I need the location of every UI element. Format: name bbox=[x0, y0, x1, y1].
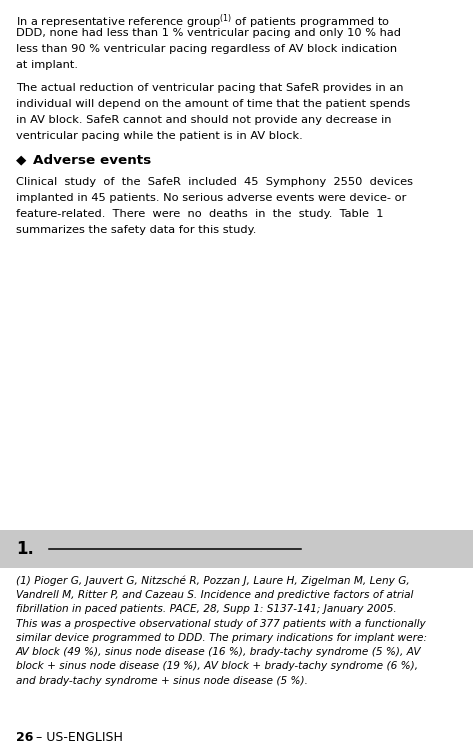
Text: less than 90 % ventricular pacing regardless of AV block indication: less than 90 % ventricular pacing regard… bbox=[16, 44, 397, 54]
Text: This was a prospective observational study of 377 patients with a functionally: This was a prospective observational stu… bbox=[16, 618, 426, 629]
Text: DDD, none had less than 1 % ventricular pacing and only 10 % had: DDD, none had less than 1 % ventricular … bbox=[16, 28, 401, 38]
Text: ventricular pacing while the patient is in AV block.: ventricular pacing while the patient is … bbox=[16, 130, 303, 141]
Text: feature-related.  There  were  no  deaths  in  the  study.  Table  1: feature-related. There were no deaths in… bbox=[16, 209, 384, 219]
Text: Adverse events: Adverse events bbox=[33, 154, 151, 167]
Text: (1) Pioger G, Jauvert G, Nitzsché R, Pozzan J, Laure H, Zigelman M, Leny G,: (1) Pioger G, Jauvert G, Nitzsché R, Poz… bbox=[16, 576, 410, 587]
Text: 26: 26 bbox=[16, 731, 34, 744]
Text: individual will depend on the amount of time that the patient spends: individual will depend on the amount of … bbox=[16, 99, 410, 109]
Text: The actual reduction of ventricular pacing that SafeR provides in an: The actual reduction of ventricular paci… bbox=[16, 83, 403, 93]
Text: similar device programmed to DDD. The primary indications for implant were:: similar device programmed to DDD. The pr… bbox=[16, 633, 427, 643]
Text: in AV block. SafeR cannot and should not provide any decrease in: in AV block. SafeR cannot and should not… bbox=[16, 115, 392, 125]
Text: Clinical  study  of  the  SafeR  included  45  Symphony  2550  devices: Clinical study of the SafeR included 45 … bbox=[16, 177, 413, 187]
Text: block + sinus node disease (19 %), AV block + brady-tachy syndrome (6 %),: block + sinus node disease (19 %), AV bl… bbox=[16, 661, 418, 671]
Text: summarizes the safety data for this study.: summarizes the safety data for this stud… bbox=[16, 225, 256, 234]
Text: Vandrell M, Ritter P, and Cazeau S. Incidence and predictive factors of atrial: Vandrell M, Ritter P, and Cazeau S. Inci… bbox=[16, 590, 413, 600]
Text: and brady-tachy syndrome + sinus node disease (5 %).: and brady-tachy syndrome + sinus node di… bbox=[16, 676, 308, 685]
Bar bbox=[0, 530, 473, 568]
Text: at implant.: at implant. bbox=[16, 60, 78, 70]
Text: 1.: 1. bbox=[16, 540, 34, 558]
Text: In a representative reference group$^{(1)}$ of patients programmed to: In a representative reference group$^{(1… bbox=[16, 12, 390, 31]
Text: ◆: ◆ bbox=[16, 154, 26, 167]
Text: implanted in 45 patients. No serious adverse events were device- or: implanted in 45 patients. No serious adv… bbox=[16, 193, 406, 203]
Text: fibrillation in paced patients. PACE, 28, Supp 1: S137-141; January 2005.: fibrillation in paced patients. PACE, 28… bbox=[16, 605, 397, 615]
Text: – US-ENGLISH: – US-ENGLISH bbox=[36, 731, 123, 744]
Text: AV block (49 %), sinus node disease (16 %), brady-tachy syndrome (5 %), AV: AV block (49 %), sinus node disease (16 … bbox=[16, 647, 421, 657]
